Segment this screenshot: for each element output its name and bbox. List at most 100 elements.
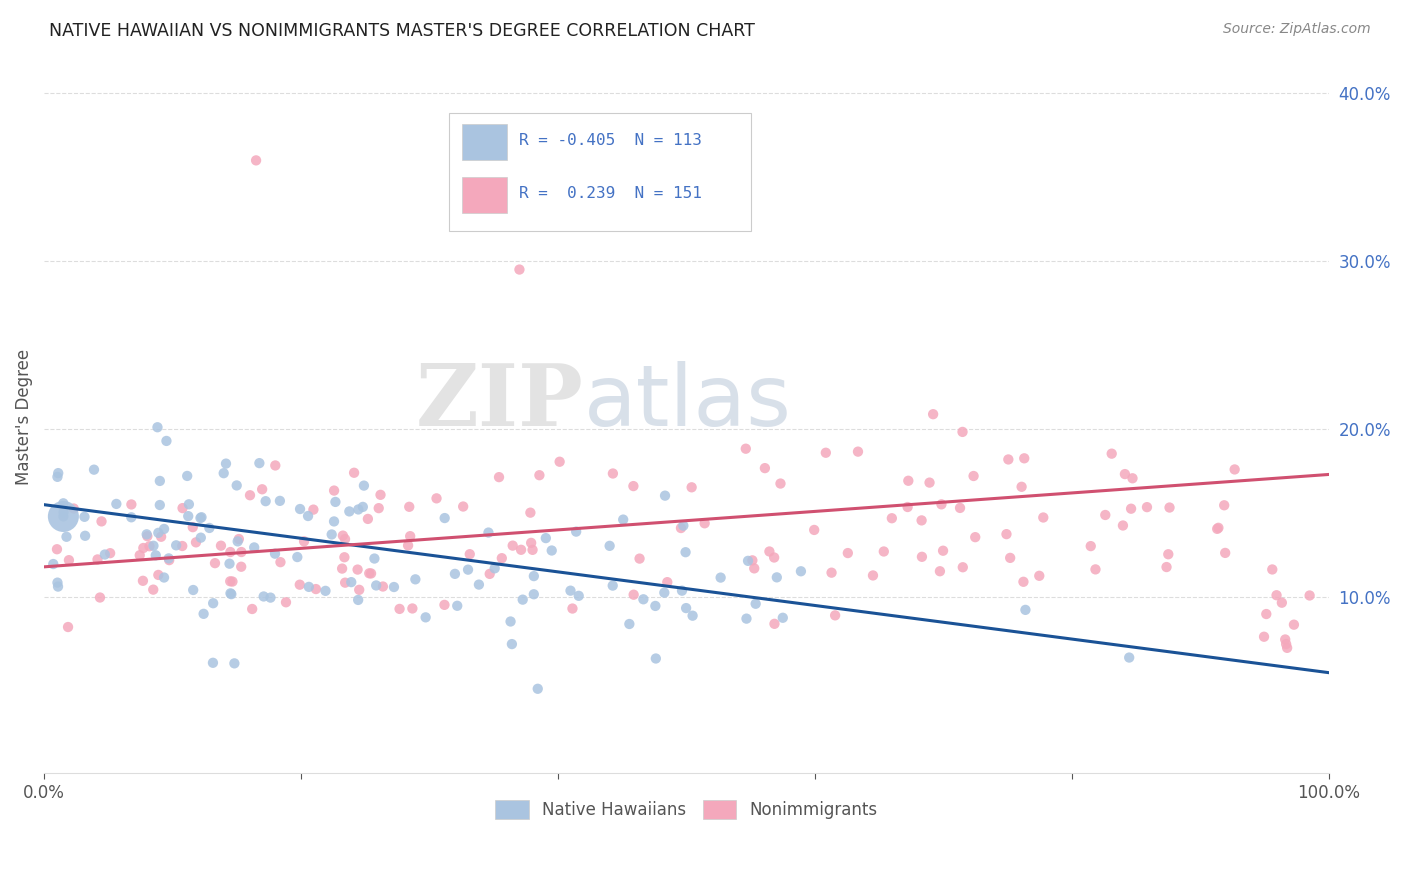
Point — [347, 582, 370, 597]
Point — [897, 500, 920, 514]
Point — [243, 541, 266, 555]
Point — [433, 511, 456, 525]
Point — [218, 557, 240, 571]
Point — [529, 468, 551, 483]
Point — [628, 551, 651, 566]
Point — [132, 541, 155, 555]
Point — [337, 504, 360, 518]
Point — [1028, 569, 1050, 583]
Point — [962, 469, 984, 483]
Point — [62, 501, 84, 516]
Point — [228, 532, 250, 546]
Point — [325, 495, 347, 509]
Point — [201, 656, 224, 670]
Point — [1014, 603, 1036, 617]
Point — [965, 530, 987, 544]
Point — [288, 502, 311, 516]
Point — [135, 527, 157, 541]
Point — [359, 566, 381, 581]
Point — [1112, 518, 1135, 533]
Point — [735, 612, 758, 626]
Point — [846, 444, 869, 458]
Point — [1206, 522, 1229, 536]
Point — [672, 518, 695, 533]
Point — [425, 491, 447, 506]
Point — [803, 523, 825, 537]
Point — [741, 553, 763, 567]
Point — [995, 527, 1018, 541]
Point — [52, 509, 75, 524]
Point — [224, 657, 246, 671]
Point — [929, 564, 952, 578]
Point — [98, 546, 121, 560]
Point — [534, 531, 557, 545]
Point — [814, 446, 837, 460]
Point — [132, 574, 155, 588]
Point — [1157, 547, 1180, 561]
Point — [219, 545, 242, 559]
Point — [565, 524, 588, 539]
Point — [253, 590, 276, 604]
Point — [269, 555, 291, 569]
Point — [669, 521, 692, 535]
Point — [949, 500, 972, 515]
Point — [675, 545, 697, 559]
Point — [155, 434, 177, 448]
Bar — [461, 124, 506, 160]
Text: R = -0.405  N = 113: R = -0.405 N = 113 — [519, 133, 703, 148]
Point — [75, 529, 97, 543]
Point — [347, 502, 370, 516]
Point — [508, 262, 530, 277]
Point — [1114, 467, 1136, 481]
Point — [488, 470, 510, 484]
Point — [215, 457, 238, 471]
Point — [612, 513, 634, 527]
Point — [1298, 589, 1320, 603]
Point — [138, 539, 160, 553]
Point — [568, 589, 591, 603]
Point — [149, 498, 172, 512]
Text: Source: ZipAtlas.com: Source: ZipAtlas.com — [1223, 22, 1371, 37]
Point — [931, 497, 953, 511]
Point — [1271, 596, 1294, 610]
Point — [451, 500, 474, 514]
Point — [245, 153, 267, 168]
Point — [288, 577, 311, 591]
Point — [837, 546, 859, 560]
Point — [298, 580, 321, 594]
Point — [502, 539, 524, 553]
Point — [744, 597, 766, 611]
Point — [321, 527, 343, 541]
Point — [250, 483, 273, 497]
Point — [46, 466, 69, 480]
Point — [997, 452, 1019, 467]
Point — [1213, 498, 1236, 512]
Point — [86, 552, 108, 566]
Point — [352, 500, 374, 514]
Point — [754, 461, 776, 475]
Point — [1012, 451, 1035, 466]
FancyBboxPatch shape — [449, 113, 751, 231]
Point — [142, 582, 165, 597]
Legend: Native Hawaiians, Nonimmigrants: Native Hawaiians, Nonimmigrants — [489, 793, 884, 826]
Point — [998, 550, 1021, 565]
Text: ZIP: ZIP — [416, 360, 583, 444]
Point — [153, 522, 176, 536]
Point — [772, 611, 794, 625]
Point — [1119, 501, 1142, 516]
Point — [231, 559, 253, 574]
Point — [239, 488, 262, 502]
Point — [523, 587, 546, 601]
Point — [343, 466, 366, 480]
Point — [52, 496, 75, 510]
Point — [491, 551, 513, 566]
Point — [190, 511, 212, 525]
Point — [510, 542, 533, 557]
Point — [652, 585, 675, 599]
Point — [153, 570, 176, 584]
Point — [181, 582, 204, 597]
Point — [675, 601, 697, 615]
Point — [305, 582, 328, 596]
Point — [347, 593, 370, 607]
Point — [292, 534, 315, 549]
